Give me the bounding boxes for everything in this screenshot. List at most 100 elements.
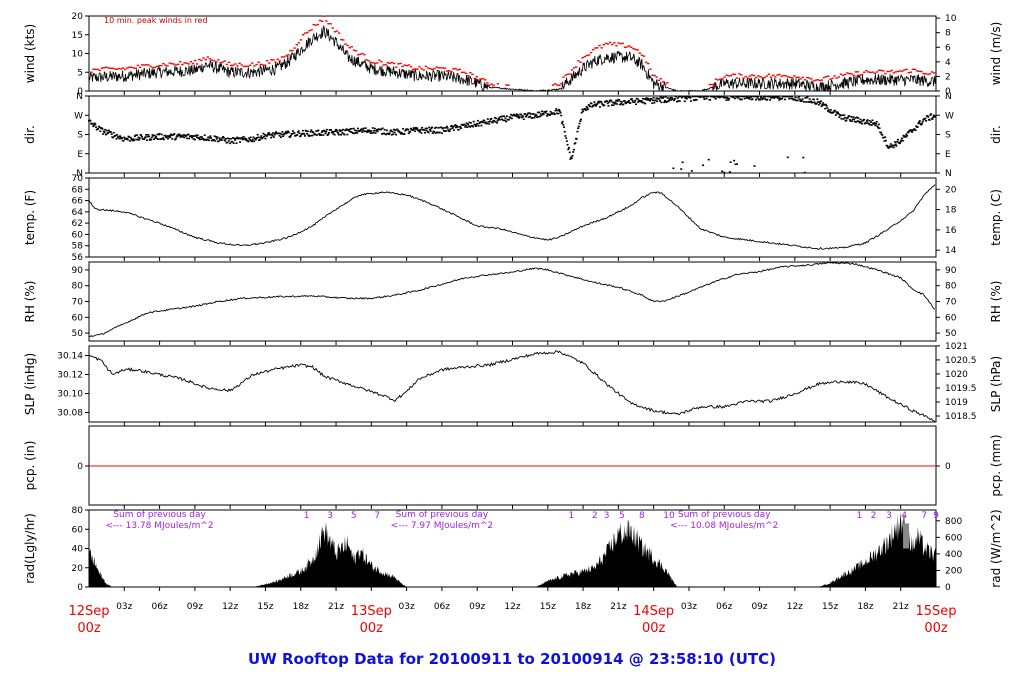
y-tick-label: 68 <box>72 185 84 195</box>
date-label-day: 12Sep <box>68 604 109 619</box>
y-tick-label: 80 <box>72 506 84 516</box>
y-tick-label-right: 1021 <box>945 342 968 352</box>
y-tick-label-right: 10 <box>945 14 957 24</box>
y-tick-label-right: 400 <box>945 550 962 560</box>
y-tick-label-right: 0 <box>945 583 951 593</box>
y-tick-label-right: 50 <box>945 329 957 339</box>
y-tick-label-right: 1020 <box>945 370 968 380</box>
wind-speed-line <box>88 24 937 92</box>
y-tick-label: 80 <box>72 282 84 292</box>
rad-hour-marker: 2 <box>871 511 877 521</box>
y-tick-label-right: N <box>945 92 952 102</box>
date-label-time: 00z <box>77 621 101 636</box>
y-tick-label: 62 <box>72 219 83 229</box>
y-tick-label: 0 <box>77 462 83 472</box>
y-tick-label: 70 <box>72 174 84 184</box>
y-tick-label: S <box>77 131 83 141</box>
rad-hour-marker: 1 <box>304 511 310 521</box>
x-tick-label: 21z <box>328 602 344 612</box>
x-tick-label: 06z <box>434 602 450 612</box>
y-tick-label-right: 90 <box>945 266 957 276</box>
y-tick-label-right: 1019 <box>945 398 968 408</box>
panel-frame-rad <box>88 509 937 588</box>
date-label-time: 00z <box>642 621 666 636</box>
x-tick-label: 06z <box>716 602 732 612</box>
date-label-time: 00z <box>360 621 384 636</box>
y-tick-label-right: 6 <box>945 43 951 53</box>
date-label-day: 14Sep <box>633 604 674 619</box>
x-tick-label: 21z <box>610 602 626 612</box>
ylabel-rh: RH (%) <box>23 281 37 323</box>
y-tick-label: 10 <box>72 50 84 60</box>
temp-line <box>88 184 936 250</box>
x-tick-label: 18z <box>857 602 873 612</box>
wind-peak-annotation: 10 min. peak winds in red <box>104 16 208 25</box>
ylabel-right-dir: dir. <box>989 125 1003 144</box>
y-tick-label: 66 <box>72 197 84 207</box>
y-tick-label-right: 4 <box>945 58 951 68</box>
y-tick-label: N <box>76 92 83 102</box>
panel-frame-dir <box>88 95 937 174</box>
rad-hour-marker: 8 <box>639 511 645 521</box>
y-tick-label-right: 2 <box>945 72 951 82</box>
radiation-area <box>89 512 936 587</box>
y-tick-label-right: E <box>945 150 951 160</box>
rad-hour-marker: 4 <box>901 511 907 521</box>
date-label-time: 00z <box>924 621 948 636</box>
y-tick-label: 0 <box>77 583 83 593</box>
x-tick-label: 15z <box>257 602 273 612</box>
meteogram: wind (kts) wind (m/s) dir. dir. temp. (F) tem… <box>23 12 1003 636</box>
rad-hour-marker: 7 <box>921 511 927 521</box>
rad-sum-label-1: Sum of previous day <box>396 510 489 520</box>
x-tick-label: 18z <box>293 602 309 612</box>
y-tick-label-right: N <box>945 169 952 179</box>
radiation-overlay <box>903 523 910 549</box>
x-tick-label: 03z <box>116 602 132 612</box>
panel-frame-wind <box>88 15 937 92</box>
rad-hour-marker: 9 <box>933 511 939 521</box>
rad-hour-marker: 1 <box>857 511 863 521</box>
x-tick-label: 03z <box>681 602 697 612</box>
y-tick-label: 70 <box>72 298 84 308</box>
y-tick-label-right: 600 <box>945 533 962 543</box>
y-tick-label-right: W <box>945 111 954 121</box>
page-title: UW Rooftop Data for 20100911 to 20100914… <box>248 650 776 668</box>
ylabel-slp: SLP (inHg) <box>23 353 37 415</box>
ylabel-wind: wind (kts) <box>23 24 37 83</box>
y-tick-label-right: 1019.5 <box>945 384 977 394</box>
ylabel-temp: temp. (F) <box>23 190 37 245</box>
x-tick-label: 12z <box>504 602 520 612</box>
y-tick-label-right: 800 <box>945 517 962 527</box>
x-tick-label: 06z <box>151 602 167 612</box>
y-tick-label: 60 <box>72 230 84 240</box>
x-tick-label: 18z <box>575 602 591 612</box>
y-tick-label: 60 <box>72 313 84 323</box>
y-tick-label: E <box>77 150 83 160</box>
y-tick-label-right: 16 <box>945 226 957 236</box>
x-tick-label: 12z <box>787 602 803 612</box>
rad-sum-label-0: Sum of previous day <box>113 510 206 520</box>
y-tick-label: 20 <box>72 564 84 574</box>
y-tick-label-right: 0 <box>945 462 951 472</box>
ylabel-right-pcp: pcp. (mm) <box>989 434 1003 496</box>
y-tick-label: 15 <box>72 31 83 41</box>
x-tick-label: 12z <box>222 602 238 612</box>
y-tick-label-right: 1018.5 <box>945 412 977 422</box>
rad-sum-value-0: <--- 13.78 MJoules/m^2 <box>105 521 213 531</box>
x-tick-label: 03z <box>399 602 415 612</box>
panel-frame-temp <box>88 177 937 258</box>
y-tick-label: 30.08 <box>57 409 83 419</box>
y-tick-label-right: 80 <box>945 282 957 292</box>
y-tick-label-right: 20 <box>945 185 957 195</box>
rad-hour-marker: 2 <box>592 511 598 521</box>
y-tick-label: 90 <box>72 266 84 276</box>
rad-hour-marker: 3 <box>604 511 610 521</box>
ylabel-pcp: pcp. (in) <box>23 441 37 491</box>
x-tick-label: 15z <box>540 602 556 612</box>
ylabel-right-rad: rad (W/m^2) <box>989 509 1003 587</box>
y-tick-label: 30.14 <box>57 352 83 362</box>
x-tick-label: 09z <box>751 602 767 612</box>
y-tick-label: W <box>74 111 83 121</box>
y-tick-label: N <box>76 169 83 179</box>
y-tick-label: 0 <box>77 87 83 97</box>
